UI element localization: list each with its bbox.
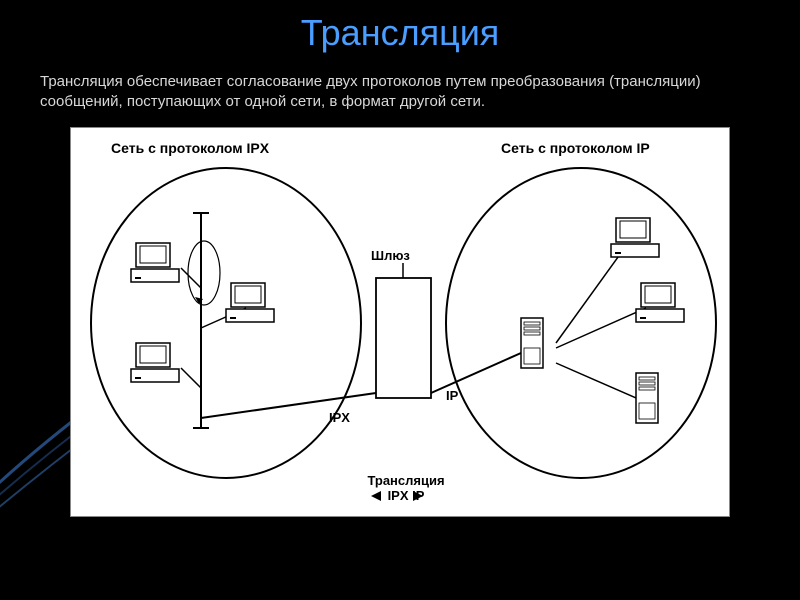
trunk-right <box>431 353 521 393</box>
pc-right-1 <box>611 218 659 257</box>
network-diagram: Сеть с протоколом IPX Сеть с протоколом … <box>70 127 730 517</box>
diagram-svg <box>71 128 731 518</box>
right-network-ellipse <box>446 168 716 478</box>
pc-left-3 <box>131 343 179 382</box>
pc-right-2 <box>636 283 684 322</box>
trunk-left <box>201 393 376 418</box>
gateway-box <box>376 278 431 398</box>
hub-line-3 <box>556 363 636 398</box>
left-network-ellipse <box>91 168 361 478</box>
hub-line-1 <box>556 246 626 343</box>
pc-left-2 <box>226 283 274 322</box>
pc-left-1 <box>131 243 179 282</box>
tower-right-1 <box>521 318 543 368</box>
pc-line-1 <box>181 268 201 288</box>
trans-arrow-right <box>413 491 423 501</box>
tower-right-2 <box>636 373 658 423</box>
hub-line-2 <box>556 308 646 348</box>
page-title: Трансляция <box>0 0 800 54</box>
pc-line-3 <box>181 368 201 388</box>
trans-arrow-left <box>371 491 381 501</box>
ring-arrow <box>188 241 220 305</box>
description-text: Трансляция обеспечивает согласование дву… <box>0 54 800 113</box>
